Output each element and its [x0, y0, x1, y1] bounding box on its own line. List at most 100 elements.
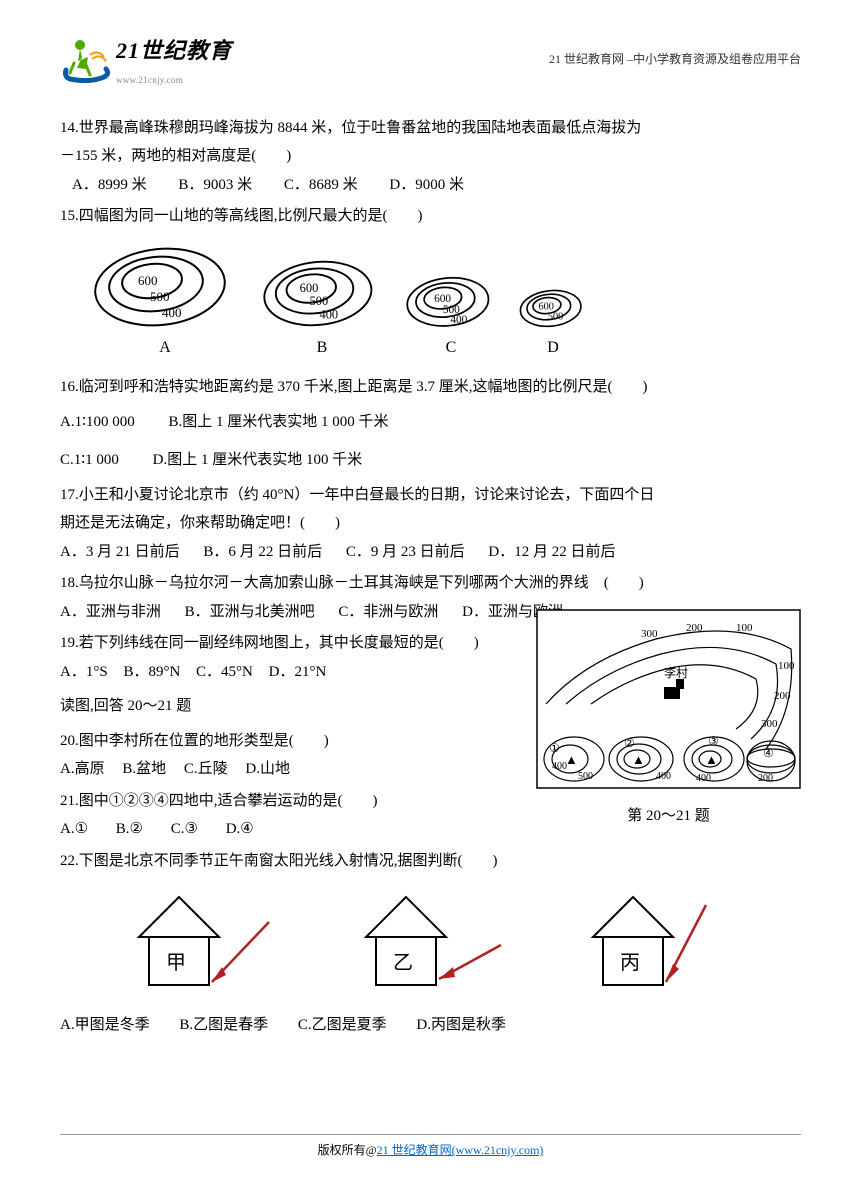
contour-a-label: A [90, 333, 240, 363]
map-section: 300 200 100 100 200 300 李村 ▲ ① 500 400 ▲… [60, 629, 801, 844]
svg-text:300: 300 [641, 628, 658, 640]
svg-text:600: 600 [138, 273, 158, 288]
svg-text:400: 400 [320, 307, 339, 321]
logo-icon [60, 35, 112, 83]
svg-text:李村: 李村 [664, 665, 688, 680]
svg-text:500: 500 [548, 311, 563, 322]
contour-a: 600 500 400 A [90, 239, 240, 363]
svg-text:500: 500 [310, 294, 329, 308]
svg-text:①: ① [549, 741, 560, 755]
q15-text: 15.四幅图为同一山地的等高线图,比例尺最大的是( ) [60, 202, 801, 231]
q17-line1: 17.小王和小夏讨论北京市（约 40°N）一年中白昼最长的日期，讨论来讨论去，下… [60, 481, 801, 510]
q21-opt-b: B.② [116, 821, 143, 837]
q15: 15.四幅图为同一山地的等高线图,比例尺最大的是( ) 600 500 400 … [60, 202, 801, 363]
svg-text:乙: 乙 [393, 952, 413, 974]
svg-text:400: 400 [552, 761, 567, 772]
svg-text:600: 600 [434, 293, 451, 305]
contour-d: 600 500 D [518, 285, 588, 363]
q16-options-row1: A.1∶100 000 B.图上 1 厘米代表实地 1 000 千米 [60, 408, 801, 437]
q17-opt-c: C．9 月 23 日前后 [346, 544, 465, 560]
q14-options: A．8999 米 B．9003 米 C．8689 米 D．9000 米 [72, 171, 801, 200]
house-a: 甲 [124, 887, 284, 997]
svg-text:④: ④ [763, 746, 774, 760]
q17-opt-a: A．3 月 21 日前后 [60, 544, 180, 560]
q14-opt-c: C．8689 米 [284, 177, 358, 193]
q20-opt-c: C.丘陵 [184, 761, 228, 777]
q22-opt-b: B.乙图是春季 [179, 1017, 268, 1033]
q22-options: A.甲图是冬季 B.乙图是春季 C.乙图是夏季 D.丙图是秋季 [60, 1011, 801, 1040]
q14-opt-b: B．9003 米 [178, 177, 252, 193]
q14-line2: －155 米，两地的相对高度是( ) [60, 142, 801, 171]
q19-opt-a: A．1°S [60, 664, 108, 680]
q18-opt-c: C．非洲与欧洲 [338, 604, 438, 620]
svg-text:600: 600 [300, 281, 319, 295]
q16-options-row2: C.1∶1 000 D.图上 1 厘米代表实地 100 千米 [60, 446, 801, 475]
logo-cn-text: 21世纪教育 [116, 30, 232, 72]
q22-opt-d: D.丙图是秋季 [416, 1017, 506, 1033]
q14-line1: 14.世界最高峰珠穆朗玛峰海拔为 8844 米，位于吐鲁番盆地的我国陆地表面最低… [60, 114, 801, 143]
q16: 16.临河到呼和浩特实地距离约是 370 千米,图上距离是 3.7 厘米,这幅地… [60, 373, 801, 475]
svg-text:400: 400 [656, 771, 671, 782]
q21-opt-a: A.① [60, 821, 88, 837]
q22-opt-a: A.甲图是冬季 [60, 1017, 150, 1033]
contour-b-label: B [260, 333, 384, 363]
q14: 14.世界最高峰珠穆朗玛峰海拔为 8844 米，位于吐鲁番盆地的我国陆地表面最低… [60, 114, 801, 200]
page-header: 21世纪教育 www.21cnjy.com 21 世纪教育网 –中小学教育资源及… [60, 30, 801, 89]
logo-text: 21世纪教育 www.21cnjy.com [116, 30, 232, 89]
contour-d-label: D [518, 333, 588, 363]
map-figure: 300 200 100 100 200 300 李村 ▲ ① 500 400 ▲… [536, 609, 801, 830]
q18-text: 18.乌拉尔山脉－乌拉尔河－大高加索山脉－土耳其海峡是下列哪两个大洲的界线 ( … [60, 569, 801, 598]
q16-text: 16.临河到呼和浩特实地距离约是 370 千米,图上距离是 3.7 厘米,这幅地… [60, 373, 801, 402]
svg-text:100: 100 [778, 660, 795, 672]
house-b: 乙 [351, 887, 511, 997]
q22: 22.下图是北京不同季节正午南窗太阳光线入射情况,据图判断( ) 甲 乙 [60, 847, 801, 1040]
q21-opt-c: C.③ [171, 821, 198, 837]
map-caption: 第 20～21 题 [536, 802, 801, 831]
q19-opt-d: D．21°N [269, 664, 327, 680]
svg-text:200: 200 [758, 773, 773, 784]
contour-c-label: C [404, 333, 498, 363]
q14-opt-a: A．8999 米 [72, 177, 147, 193]
logo-section: 21世纪教育 www.21cnjy.com [60, 30, 232, 89]
svg-text:③: ③ [708, 734, 719, 748]
q15-figures: 600 500 400 A 600 500 400 B 600 [90, 239, 801, 363]
q20-opt-b: B.盆地 [122, 761, 166, 777]
q14-opt-d: D．9000 米 [389, 177, 464, 193]
q17-options: A．3 月 21 日前后 B．6 月 22 日前后 C．9 月 23 日前后 D… [60, 538, 801, 567]
q17-opt-b: B．6 月 22 日前后 [203, 544, 322, 560]
house-c: 丙 [578, 887, 738, 997]
svg-text:甲: 甲 [166, 952, 186, 974]
svg-text:400: 400 [696, 773, 711, 784]
q20-opt-a: A.高原 [60, 761, 105, 777]
page-footer: 版权所有@21 世纪教育网(www.21cnjy.com) [60, 1134, 801, 1162]
svg-text:300: 300 [761, 718, 778, 730]
q16-opt-a: A.1∶100 000 [60, 408, 135, 437]
svg-text:200: 200 [774, 690, 791, 702]
q18-opt-a: A．亚洲与非洲 [60, 604, 161, 620]
q20-opt-d: D.山地 [245, 761, 290, 777]
q22-figures: 甲 乙 丙 [90, 887, 771, 997]
svg-text:400: 400 [162, 305, 182, 320]
q19-opt-c: C．45°N [196, 664, 253, 680]
q17-opt-d: D．12 月 22 日前后 [488, 544, 615, 560]
q19-opt-b: B．89°N [123, 664, 180, 680]
q16-opt-b: B.图上 1 厘米代表实地 1 000 千米 [169, 408, 389, 437]
q16-opt-d: D.图上 1 厘米代表实地 100 千米 [153, 446, 363, 475]
logo-url-text: www.21cnjy.com [116, 72, 232, 89]
q22-text: 22.下图是北京不同季节正午南窗太阳光线入射情况,据图判断( ) [60, 847, 801, 876]
svg-text:▲: ▲ [705, 752, 718, 767]
q17-line2: 期还是无法确定，你来帮助确定吧！( ) [60, 509, 801, 538]
q22-opt-c: C.乙图是夏季 [298, 1017, 387, 1033]
svg-text:400: 400 [450, 314, 467, 326]
svg-text:▲: ▲ [632, 752, 645, 767]
q21-opt-d: D.④ [226, 821, 254, 837]
contour-b: 600 500 400 B [260, 253, 384, 363]
svg-text:100: 100 [736, 622, 753, 634]
svg-text:500: 500 [150, 289, 170, 304]
contour-map-svg: 300 200 100 100 200 300 李村 ▲ ① 500 400 ▲… [536, 609, 801, 789]
footer-link[interactable]: 21 世纪教育网(www.21cnjy.com) [377, 1143, 544, 1157]
header-platform-text: 21 世纪教育网 –中小学教育资源及组卷应用平台 [549, 48, 801, 71]
q16-opt-c: C.1∶1 000 [60, 446, 119, 475]
q18-opt-b: B．亚洲与北美洲吧 [185, 604, 315, 620]
svg-text:②: ② [624, 736, 635, 750]
